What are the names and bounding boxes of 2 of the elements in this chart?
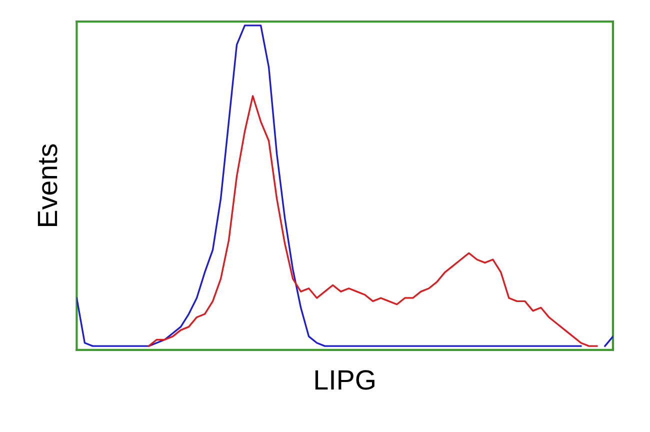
y-axis-title: Events: [38, 144, 58, 226]
x-axis-title: LIPG: [315, 370, 374, 390]
